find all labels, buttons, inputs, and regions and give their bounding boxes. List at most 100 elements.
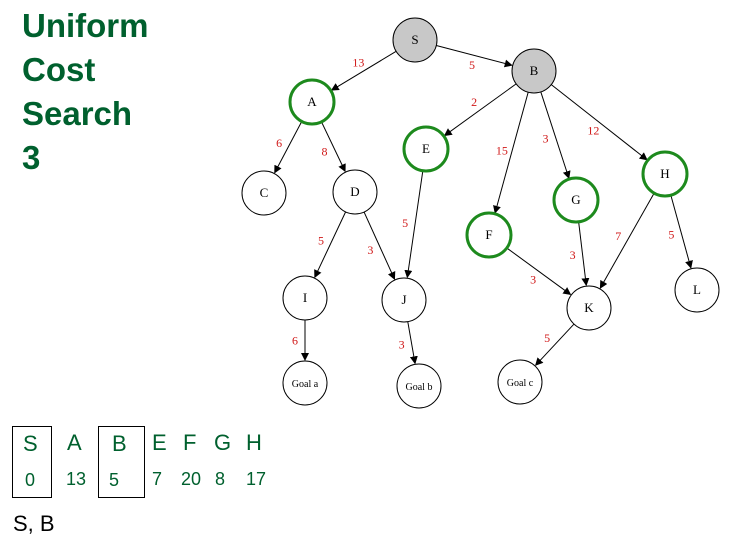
edge-cost-label: 5 [668,228,674,242]
node-label: A [307,94,317,109]
node-circle [282,275,328,321]
node-i: I [282,275,328,321]
node-circle [332,169,378,215]
edge-cost-label: 5 [469,58,475,72]
frontier-cost: 0 [25,470,36,490]
frontier-cell-g: G 8 [211,426,241,498]
edge-f-k [506,247,572,296]
node-label: I [303,290,307,305]
frontier-cost: 13 [66,469,87,489]
node-label: D [350,184,359,199]
frontier-node: G [214,430,232,455]
nodes-layer: S B A E F G H C D I J K L Goal a Goal b Goal c [241,17,720,409]
node-circle [392,17,438,63]
node-circle [465,211,513,259]
edge-cost-label: 12 [587,123,599,137]
frontier-node: F [183,430,197,455]
node-ga: Goal a [282,360,328,406]
frontier-cell-f: F 20 [175,426,211,498]
frontier-cell-a: A 13 [52,426,96,498]
node-label: G [571,192,580,207]
edge-h-k [599,192,655,289]
frontier-cost: 20 [181,469,202,489]
title-line: 3 [22,139,41,176]
frontier-cell-h: H 17 [241,426,281,498]
frontier-node: B [112,431,127,456]
title-line: Search [22,95,133,132]
edge-d-i [314,211,347,279]
node-l: L [674,267,720,313]
node-circle [566,285,612,331]
title-line: Cost [22,51,96,88]
frontier-cost: 5 [109,470,120,490]
edge-cost-label: 5 [402,216,408,230]
node-gc: Goal c [497,359,543,405]
node-label: Goal c [507,378,534,389]
title-line: Uniform [22,7,149,44]
node-circle [396,363,442,409]
node-circle [288,78,336,126]
edge-cost-label: 3 [570,248,576,262]
edge-b-g [540,91,571,180]
edge-cost-label: 5 [544,331,550,345]
edge-k-gc [535,323,575,366]
frontier-node: A [67,430,82,455]
edges-layer: 13 5 6 8 2 15 3 12 5 3 5 3 3 7 5 6 3 5 [274,45,693,366]
node-label: Goal b [406,382,433,393]
node-label: E [422,141,430,156]
node-circle [511,48,557,94]
node-label: K [584,300,594,315]
edge-cost-label: 15 [496,143,508,157]
node-label: H [660,166,669,181]
frontier-cost: 7 [152,469,163,489]
node-d: D [332,169,378,215]
explored-list: S, B [13,511,55,536]
edge-cost-label: 3 [367,243,373,257]
edge-h-l [670,195,693,269]
node-g: G [552,176,600,224]
node-gb: Goal b [396,363,442,409]
frontier-node: E [152,430,167,455]
frontier-cell-s: S 0 [12,426,52,498]
node-label: F [485,227,492,242]
node-e: E [402,125,450,173]
node-circle [402,125,450,173]
edge-cost-label: 3 [399,338,405,352]
node-label: L [693,282,701,297]
frontier-cell-e: E 7 [145,426,175,498]
node-label: B [530,63,539,78]
node-c: C [241,170,287,216]
node-s: S [392,17,438,63]
node-j: J [381,277,427,323]
edge-s-b [436,45,513,68]
frontier-node: S [23,431,38,456]
search-graph: 13 5 6 8 2 15 3 12 5 3 5 3 3 7 5 6 3 5 S B A E F G H C D I J K L Goal … [241,17,720,409]
node-circle [552,176,600,224]
frontier-node: H [246,430,262,455]
node-label: Goal a [292,379,319,390]
node-circle [282,360,328,406]
node-circle [381,277,427,323]
node-label: S [411,32,418,47]
node-a: A [288,78,336,126]
node-h: H [641,150,689,198]
frontier-cost: 17 [246,469,267,489]
edge-cost-label: 5 [318,234,324,248]
frontier-cell-b: B 5 [98,426,145,498]
edge-cost-label: 7 [615,229,621,243]
edge-cost-label: 6 [276,136,282,150]
edge-b-e [443,83,517,137]
node-f: F [465,211,513,259]
node-circle [674,267,720,313]
edge-g-k [578,221,590,287]
edge-e-j [404,170,424,279]
edge-cost-label: 6 [292,334,298,348]
edge-s-a [330,50,397,91]
edge-b-h [550,84,648,161]
node-label: C [260,185,269,200]
node-circle [641,150,689,198]
edge-j-gb [407,321,418,365]
edge-b-f [493,92,529,214]
node-circle [241,170,287,216]
node-k: K [566,285,612,331]
